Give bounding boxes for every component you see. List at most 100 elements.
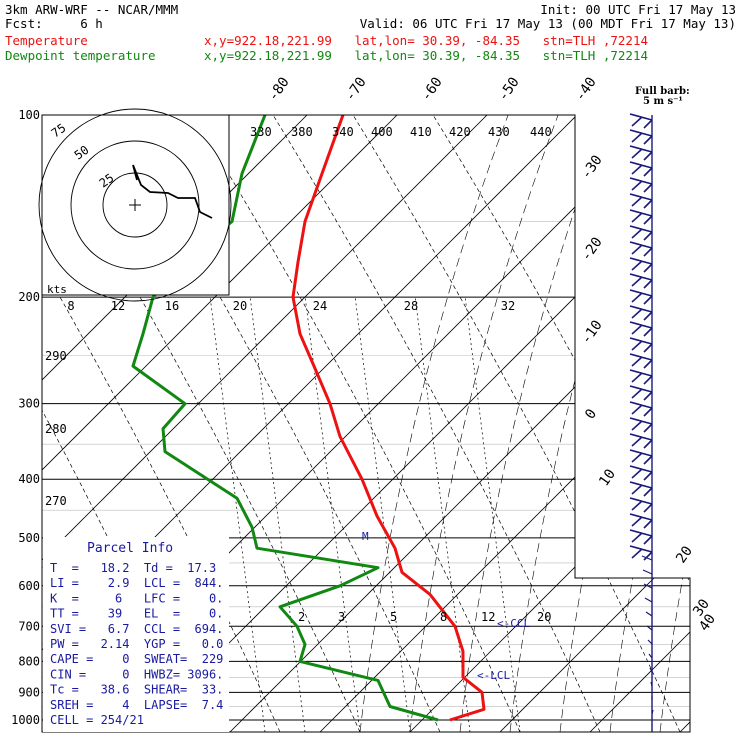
lcl-annotation: <-LCL xyxy=(477,669,510,682)
top-axis-label-20: 20 xyxy=(233,299,247,313)
dry-adiabat xyxy=(42,115,361,732)
top-axis-label-12: 12 xyxy=(111,299,125,313)
pressure-label-400: 400 xyxy=(18,472,40,486)
isotherm-label--60: -60 xyxy=(418,74,446,104)
pressure-label-800: 800 xyxy=(18,654,40,668)
parcel-info-row: CIN = 0 HWBZ= 3096. xyxy=(50,667,223,681)
mixing-ratio-label-20: 20 xyxy=(537,610,551,624)
wind-barb-icon xyxy=(629,161,653,177)
mixing-ratio-label-5: 5 xyxy=(390,610,397,624)
wind-barb-icon xyxy=(629,225,653,241)
theta-label-440: 440 xyxy=(530,125,552,139)
wind-barb-icon xyxy=(629,305,653,321)
wind-barb-icon xyxy=(629,529,653,545)
hodograph-ring-50 xyxy=(70,140,200,270)
theta-label-430: 430 xyxy=(488,125,510,139)
wind-barb-icon xyxy=(648,653,653,659)
isotherm-label--50: -50 xyxy=(495,74,523,104)
pressure-label-1000: 1000 xyxy=(11,713,40,727)
ccl-annotation: <-CCL xyxy=(497,617,530,630)
parcel-info-row: LI = 2.9 LCL = 844. xyxy=(50,576,223,590)
isotherm-label-40: 40 xyxy=(696,611,719,634)
wind-barb-icon xyxy=(629,465,653,481)
theta-label-340: 340 xyxy=(332,125,354,139)
wind-barb-icon xyxy=(644,597,653,603)
isotherm-label--40: -40 xyxy=(572,74,600,104)
wind-barb-icon xyxy=(629,481,653,497)
theta-label-400: 400 xyxy=(371,125,393,139)
wind-barb-icon xyxy=(629,433,653,449)
top-axis-label-24: 24 xyxy=(313,299,327,313)
isotherm-line xyxy=(229,115,690,732)
hodograph-origin-icon xyxy=(129,199,141,211)
dry-adiabat xyxy=(42,115,281,732)
wind-barb-icon xyxy=(647,639,653,645)
wind-barb-icon xyxy=(629,497,653,513)
mixing-ratio-line xyxy=(209,295,266,732)
parcel-info-row: SREH = 4 LAPSE= 7.4 xyxy=(50,698,223,712)
wind-barb-icon xyxy=(642,569,653,575)
parcel-info-title: Parcel Info xyxy=(87,541,173,556)
parcel-info-row: CAPE = 0 SWEAT= 229 xyxy=(50,652,223,666)
mixing-ratio-line xyxy=(249,295,306,732)
wind-barb-icon xyxy=(641,555,653,561)
wind-barb-icon xyxy=(629,545,653,561)
legend-dewpoint-label: Dewpoint temperature xyxy=(5,48,156,63)
wind-barb-icon xyxy=(629,289,653,305)
moist-adiabat xyxy=(459,115,611,732)
dry-adiabat xyxy=(429,115,690,732)
pressure-label-600: 600 xyxy=(18,579,40,593)
wind-barb-icon xyxy=(643,583,653,589)
isotherm-label--80: -80 xyxy=(265,74,293,104)
hodograph-ring-label-25: 25 xyxy=(97,171,117,191)
mixing-ratio-label-3: 3 xyxy=(338,610,345,624)
isotherm-label--70: -70 xyxy=(342,74,370,104)
wind-barb-icon xyxy=(629,257,653,273)
dry-adiabat xyxy=(42,115,201,732)
isotherm-line xyxy=(42,115,406,732)
parcel-info-row: TT = 39 EL = 0. xyxy=(50,607,223,621)
isotherm-line xyxy=(139,115,690,732)
wind-barb-icon xyxy=(629,417,653,433)
wind-barb-icon xyxy=(645,611,653,617)
moist-adiabat xyxy=(409,115,561,732)
theta-label-330: 330 xyxy=(250,125,272,139)
dry-adiabat xyxy=(189,115,521,732)
isotherm-line xyxy=(589,115,690,732)
moist-adiabat xyxy=(659,115,690,732)
wind-barb-icon xyxy=(651,709,654,715)
wind-barb-icon xyxy=(629,401,653,417)
isotherm-label-20: 20 xyxy=(673,543,696,566)
theta-label-290: 290 xyxy=(45,349,67,363)
isotherm-label-0: 0 xyxy=(582,406,600,422)
pressure-label-900: 900 xyxy=(18,685,40,699)
dry-adiabat xyxy=(269,115,601,732)
wind-barb-icon xyxy=(629,449,653,465)
wind-barb-icon xyxy=(629,177,653,193)
barb-legend-unit: 5 m s⁻¹ xyxy=(643,96,683,107)
wind-barb-icon xyxy=(629,321,653,337)
wind-barb-icon xyxy=(629,385,653,401)
header-line1-left: 3km ARW-WRF -- NCAR/MMM xyxy=(5,2,179,17)
hodograph-ring-label-75: 75 xyxy=(49,121,69,141)
chart-frame xyxy=(41,114,691,733)
wind-barb-icon xyxy=(629,241,653,257)
parcel-info-row: PW = 2.14 YGP = 0.0 xyxy=(50,637,223,651)
isotherm-line xyxy=(409,115,690,732)
parcel-info-row: T = 18.2 Td = 17.3 xyxy=(50,561,216,575)
parcel-info-row: SVI = 6.7 CCL = 694. xyxy=(50,622,223,636)
theta-label-410: 410 xyxy=(410,125,432,139)
isotherm-line xyxy=(42,115,496,732)
theta-label-420: 420 xyxy=(449,125,471,139)
top-axis-label-32: 32 xyxy=(501,299,515,313)
dry-adiabat xyxy=(349,115,681,732)
moist-adiabat xyxy=(509,115,661,732)
wind-barb-icon xyxy=(629,353,653,369)
pressure-label-200: 200 xyxy=(18,290,40,304)
moist-adiabat xyxy=(609,115,690,732)
wind-barb-icon xyxy=(629,513,653,529)
hodograph-unit-label: kts xyxy=(47,283,67,296)
moist-adiabat xyxy=(359,115,511,732)
mixing-ratio-line xyxy=(354,295,411,732)
